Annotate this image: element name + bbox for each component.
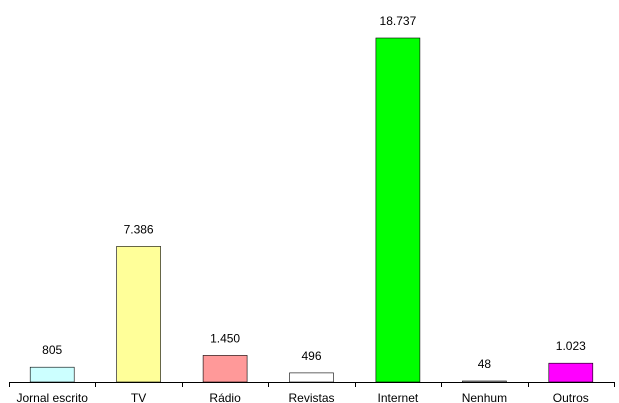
data-labels-group: 805 7.386 1.450 496 18.737 48 1.023 bbox=[42, 14, 586, 371]
data-label-4: 18.737 bbox=[380, 14, 417, 28]
x-axis bbox=[9, 382, 615, 387]
data-label-2: 1.450 bbox=[210, 331, 240, 345]
data-label-1: 7.386 bbox=[124, 222, 154, 236]
bar-1 bbox=[116, 246, 161, 383]
category-label-5: Nenhum bbox=[462, 391, 507, 403]
category-label-4: Internet bbox=[378, 391, 419, 403]
bar-4 bbox=[375, 37, 421, 383]
bar-2 bbox=[202, 355, 248, 383]
bar-3 bbox=[289, 372, 334, 383]
category-label-2: Rádio bbox=[209, 391, 241, 403]
category-labels-group: Jornal escrito TV Rádio Revistas Internet Nen… bbox=[17, 391, 589, 403]
category-label-3: Revistas bbox=[288, 391, 334, 403]
data-label-5: 48 bbox=[478, 357, 492, 371]
data-label-6: 1.023 bbox=[556, 339, 586, 353]
category-label-0: Jornal escrito bbox=[17, 391, 89, 403]
category-label-6: Outros bbox=[553, 391, 589, 403]
bar-0 bbox=[29, 366, 75, 383]
bar-6 bbox=[548, 362, 594, 383]
data-label-3: 496 bbox=[301, 349, 321, 363]
category-label-1: TV bbox=[131, 391, 146, 403]
data-label-0: 805 bbox=[42, 343, 62, 357]
bar-5 bbox=[462, 380, 507, 383]
bars-group bbox=[29, 37, 594, 383]
